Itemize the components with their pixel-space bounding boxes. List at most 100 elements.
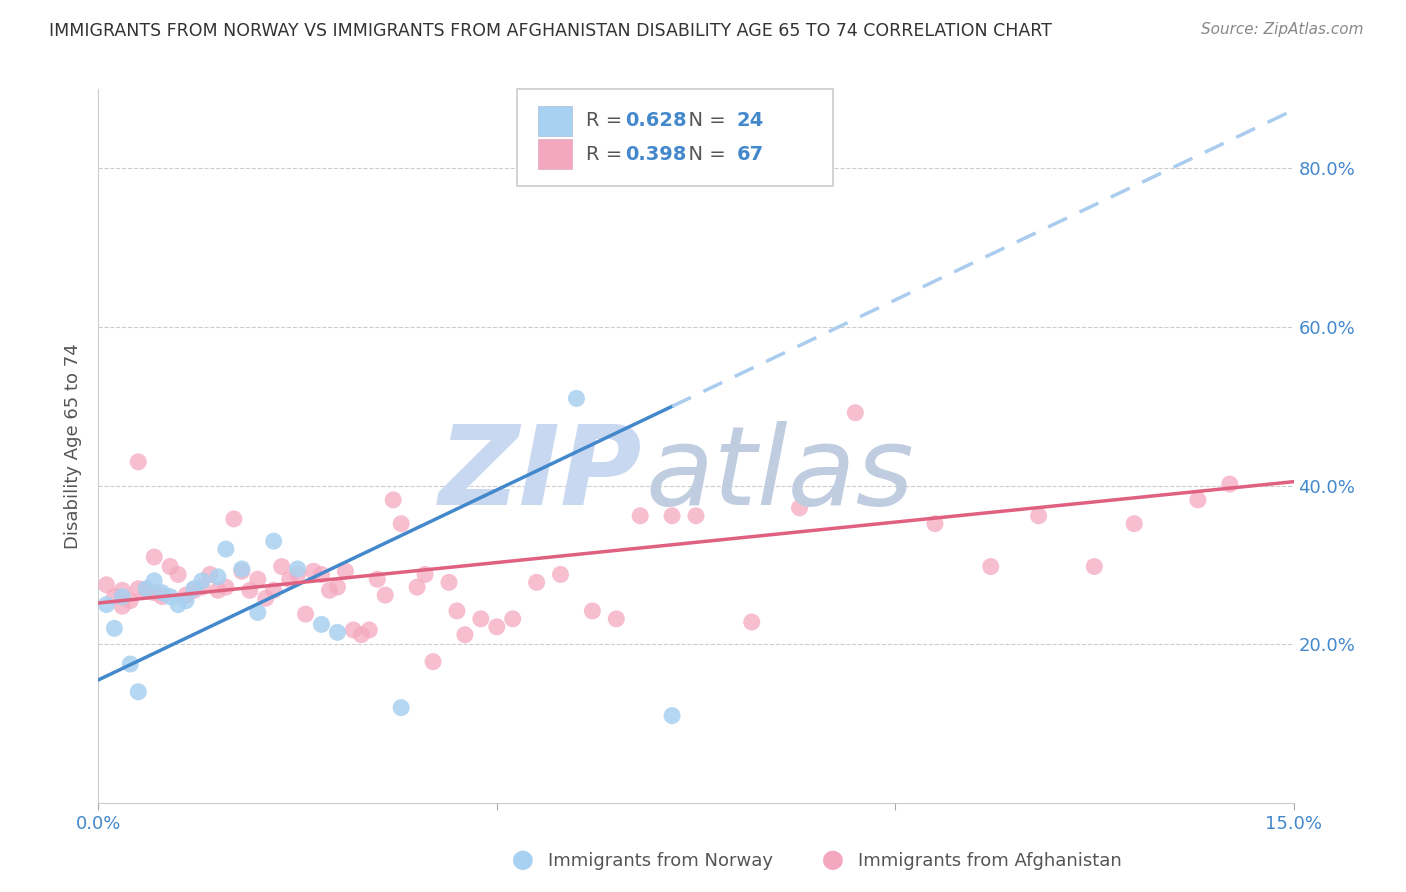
Point [628,508,651,523]
Point [167,598,190,612]
Point [215,580,238,594]
Point [454,628,477,642]
Point [278,572,301,586]
Point [366,572,388,586]
FancyBboxPatch shape [538,139,572,169]
Point [263,534,285,549]
Text: R =: R = [586,112,628,130]
Point [120,657,142,671]
Point [374,588,396,602]
Point [485,620,508,634]
Point [685,508,707,523]
Point [111,590,134,604]
Point [96,598,118,612]
Point [246,606,269,620]
Point [1123,516,1146,531]
Point [470,612,492,626]
Point [174,588,197,602]
Point [741,615,763,629]
Point [270,559,292,574]
Y-axis label: Disability Age 65 to 74: Disability Age 65 to 74 [65,343,83,549]
Point [924,516,946,531]
Point [389,700,412,714]
Point [581,604,603,618]
Point [135,582,157,596]
Point [437,575,460,590]
Point [335,564,357,578]
Point [605,612,627,626]
Point [167,567,190,582]
Point [120,593,142,607]
Point [103,621,125,635]
Point [111,599,134,614]
Text: ZIP: ZIP [439,421,643,528]
Point [207,570,229,584]
Point [359,623,381,637]
Point [661,708,683,723]
FancyBboxPatch shape [538,105,572,136]
Point [311,617,333,632]
FancyBboxPatch shape [517,89,834,186]
Point [446,604,468,618]
Point [198,567,221,582]
Point [127,582,149,596]
Text: 0.628: 0.628 [626,112,688,130]
Point [207,583,229,598]
Point [382,492,405,507]
Point [350,628,373,642]
Point [550,567,572,582]
Point [389,516,412,531]
Point [191,580,214,594]
Point [980,559,1002,574]
Point [159,590,181,604]
Point [1083,559,1105,574]
Point [143,549,166,564]
Point [789,500,811,515]
Point [661,508,683,523]
Point [502,612,524,626]
Point [318,583,340,598]
Text: IMMIGRANTS FROM NORWAY VS IMMIGRANTS FROM AFGHANISTAN DISABILITY AGE 65 TO 74 CO: IMMIGRANTS FROM NORWAY VS IMMIGRANTS FRO… [49,22,1052,40]
Point [311,567,333,582]
Point [326,580,349,594]
Point [143,574,166,588]
Point [222,512,245,526]
Point [565,392,588,406]
Point [183,583,205,598]
Point [422,655,444,669]
Text: 0.398: 0.398 [626,145,688,163]
Point [111,583,134,598]
Point [191,574,214,588]
Point [127,685,149,699]
Point [326,625,349,640]
Point [526,575,548,590]
Point [287,562,309,576]
Point [413,567,436,582]
Point [96,578,118,592]
Point [254,591,277,606]
Text: Immigrants from Norway: Immigrants from Norway [548,852,773,870]
Point [150,590,173,604]
Point [263,583,285,598]
Point [150,585,173,599]
Text: ⬤: ⬤ [512,851,534,871]
Point [183,582,205,596]
Point [287,567,309,582]
Text: R =: R = [586,145,628,163]
Point [127,455,149,469]
Point [1219,477,1241,491]
Point [1187,492,1209,507]
Text: N =: N = [676,112,731,130]
Point [231,562,253,576]
Text: ⬤: ⬤ [821,851,844,871]
Point [342,623,364,637]
Point [174,593,197,607]
Text: N =: N = [676,145,731,163]
Point [159,559,181,574]
Point [302,564,325,578]
Text: Source: ZipAtlas.com: Source: ZipAtlas.com [1201,22,1364,37]
Text: 67: 67 [737,145,763,163]
Point [246,572,269,586]
Point [239,583,262,598]
Point [135,583,157,598]
